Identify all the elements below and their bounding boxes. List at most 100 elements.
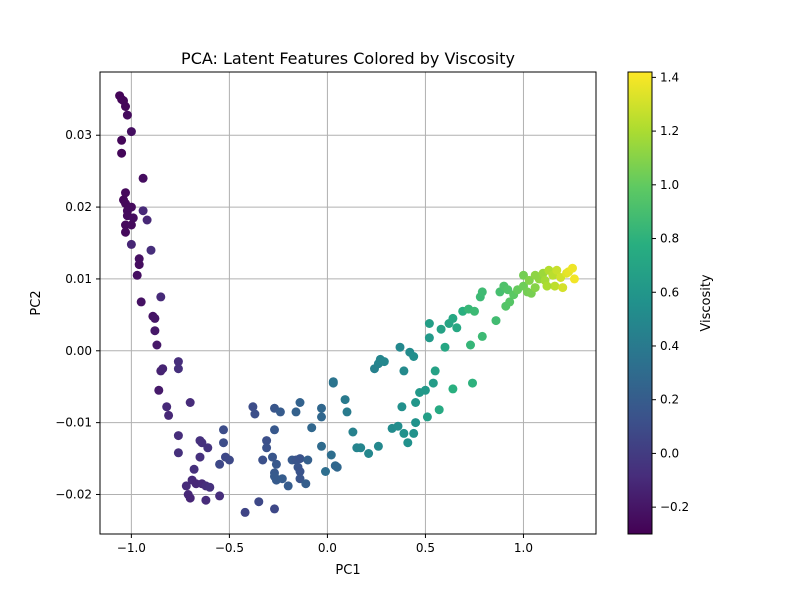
scatter-point <box>409 352 419 361</box>
scatter-point <box>173 357 183 367</box>
scatter-point <box>197 438 207 448</box>
scatter-point <box>122 110 132 120</box>
scatter-point <box>436 324 446 334</box>
scatter-point <box>340 395 350 405</box>
scatter-point <box>558 283 568 293</box>
x-tick-label: 0.0 <box>318 541 337 555</box>
scatter-point <box>262 443 272 453</box>
scatter-point <box>424 333 434 343</box>
scatter-point <box>283 481 293 491</box>
scatter-point <box>440 342 450 352</box>
grid <box>100 72 596 534</box>
scatter-point <box>321 467 330 476</box>
scatter-point <box>134 260 144 270</box>
scatter-point <box>154 385 164 395</box>
scatter-point <box>569 274 579 284</box>
scatter-point <box>291 407 301 417</box>
scatter-point <box>250 409 260 419</box>
colorbar-tick-label: 0.2 <box>660 393 679 407</box>
scatter-point <box>181 481 191 491</box>
scatter-point <box>240 507 250 517</box>
scatter-point <box>379 357 389 367</box>
scatter-point <box>295 398 305 407</box>
scatter-point <box>126 127 136 137</box>
scatter-point <box>295 454 305 464</box>
scatter-point <box>422 412 432 422</box>
scatter-point <box>448 384 458 394</box>
x-tick-label: −0.5 <box>215 541 244 555</box>
scatter-point <box>332 462 342 472</box>
scatter-point <box>397 402 407 412</box>
scatter-point <box>215 459 225 469</box>
y-axis-label: PC2 <box>29 290 44 315</box>
x-tick-label: 1.0 <box>514 541 533 555</box>
scatter-point <box>164 410 174 420</box>
scatter-point <box>215 491 225 501</box>
scatter-point <box>270 472 279 481</box>
scatter-point <box>132 270 142 280</box>
scatter-point <box>142 215 152 225</box>
scatter-point <box>150 313 160 323</box>
scatter-point <box>530 270 540 280</box>
scatter-point <box>434 405 444 415</box>
scatter-point <box>224 455 234 465</box>
scatter-point <box>477 331 487 341</box>
scatter-point <box>146 245 156 255</box>
scatter-point <box>550 281 560 291</box>
colorbar-tick-label: 1.0 <box>660 178 679 192</box>
scatter-point <box>326 450 336 460</box>
scatter-point <box>317 441 326 451</box>
scatter-point <box>411 398 421 407</box>
scatter-point <box>136 297 146 307</box>
scatter-point <box>373 441 383 451</box>
scatter-point <box>185 493 195 503</box>
scatter-point <box>295 467 305 476</box>
plot-frame <box>99 71 597 535</box>
scatter-point <box>524 275 534 285</box>
scatter-point <box>173 448 183 458</box>
scatter-point <box>117 148 127 158</box>
scatter-point <box>430 366 440 376</box>
scatter-point <box>138 173 148 183</box>
scatter-point <box>552 265 562 275</box>
colorbar-tick-label: 0.6 <box>660 285 679 299</box>
scatter-point <box>173 364 183 374</box>
chart-title: PCA: Latent Features Colored by Viscosit… <box>181 49 515 68</box>
y-tick-label: −0.02 <box>55 487 92 501</box>
colorbar <box>627 71 653 535</box>
scatter-point <box>219 425 228 435</box>
scatter-point <box>307 423 317 433</box>
scatter-point <box>342 407 352 417</box>
colorbar-tick-label: −0.2 <box>660 500 689 514</box>
scatter-point <box>158 364 168 374</box>
scatter-point <box>156 292 166 302</box>
scatter-point <box>262 436 272 446</box>
scatter-point <box>219 438 228 448</box>
scatter-point <box>328 377 338 387</box>
scatter-point <box>448 313 458 323</box>
scatter-point <box>126 239 136 249</box>
scatter-point <box>152 340 162 350</box>
scatter-point <box>128 213 138 223</box>
scatter-point <box>477 287 487 297</box>
scatter-point <box>466 340 475 350</box>
scatter-point <box>138 206 148 216</box>
scatter-point <box>468 378 477 388</box>
scatter-point <box>301 479 311 489</box>
scatter-point <box>185 398 195 407</box>
scatter-point <box>317 403 326 413</box>
x-tick-label: −1.0 <box>117 541 146 555</box>
scatter-point <box>356 443 366 453</box>
y-tick-label: 0.01 <box>65 272 92 286</box>
scatter-point <box>530 283 540 293</box>
scatter-point <box>268 452 277 462</box>
scatter-point <box>348 427 358 437</box>
scatter-point <box>258 455 268 465</box>
scatter-point <box>491 316 501 326</box>
y-tick-label: 0.00 <box>65 344 92 358</box>
x-axis-label: PC1 <box>335 563 360 578</box>
scatter-point <box>317 412 326 422</box>
scatter-points <box>115 91 579 517</box>
